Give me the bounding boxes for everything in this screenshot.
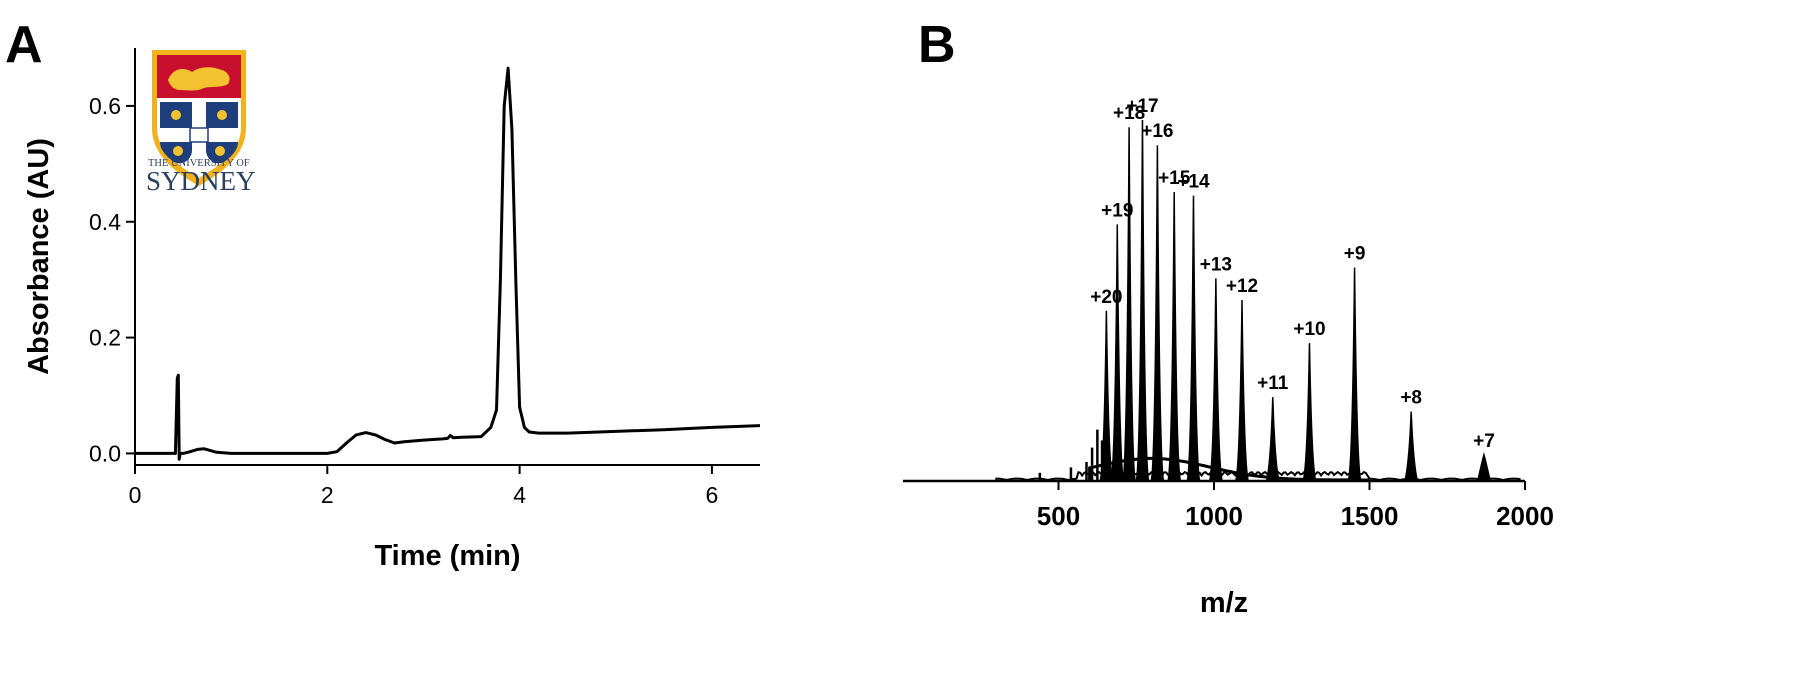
charge-state-label: +20: [1090, 287, 1122, 308]
charge-state-peak: [1186, 195, 1201, 481]
y-tick-label: 0.0: [89, 440, 121, 466]
charge-state-peak: [1477, 451, 1491, 481]
charge-state-peak: [1347, 267, 1362, 481]
panel-a-letter: A: [5, 16, 43, 74]
charge-state-peak: [1302, 343, 1317, 481]
charge-state-peak: [1266, 397, 1280, 481]
charge-state-label: +9: [1344, 244, 1366, 265]
logo-text-line1: THE UNIVERSITY OF: [148, 158, 250, 169]
charge-state-label: +10: [1293, 319, 1325, 340]
charge-state-label: +11: [1257, 373, 1289, 394]
x-tick-label: 2: [321, 482, 334, 508]
mass-spectrum-chart: 500 1000 1500 2000 +20 +19 +18+17 +16 +15+14 +13…: [903, 96, 1554, 619]
baseline-noise: [995, 470, 1521, 481]
x-tick-label: 0: [129, 482, 142, 508]
charge-state-label: +18: [1113, 103, 1145, 124]
charge-state-label: +19: [1101, 200, 1133, 221]
charge-state-peak: [1209, 278, 1223, 481]
mass-spectrum-peaks: [995, 119, 1521, 482]
mass-spectrum-ticks: 500 1000 1500 2000: [1037, 481, 1554, 531]
x-tick-label: 1000: [1185, 501, 1243, 531]
star-icon: [215, 146, 225, 156]
x-tick-label: 1500: [1341, 501, 1399, 531]
chromatogram-y-axis-title: Absorbance (AU): [23, 138, 55, 375]
university-of-sydney-logo: THE UNIVERSITY OF SYDNEY: [146, 50, 256, 196]
star-icon: [171, 110, 181, 120]
chromatogram-x-axis-title: Time (min): [374, 540, 520, 572]
charge-state-peak: [1110, 224, 1125, 481]
charge-state-peak: [1099, 310, 1114, 481]
chromatogram-chart: 0 2 4 6 0.0 0.2 0.4 0.6 Time (min) Absorbance (…: [23, 48, 761, 572]
charge-state-peak: [1167, 191, 1181, 481]
book-icon: [189, 127, 209, 143]
charge-state-label: +16: [1141, 121, 1173, 142]
y-tick-label: 0.4: [89, 209, 121, 235]
chromatogram-trace: [135, 66, 761, 461]
charge-state-label: +12: [1226, 276, 1258, 297]
mass-spectrum-charge-labels: +20 +19 +18+17 +16 +15+14 +13+12 +11 +10 +9 +8 +7: [1090, 96, 1495, 452]
y-tick-label: 0.2: [89, 325, 121, 351]
charge-state-peak: [1235, 299, 1249, 481]
mass-spectrum-x-axis-title: m/z: [1200, 587, 1248, 619]
charge-state-label: +17: [1126, 96, 1158, 117]
charge-state-peak: [1135, 119, 1150, 481]
x-tick-label: 6: [706, 482, 719, 508]
x-tick-label: 4: [513, 482, 526, 508]
charge-state-label: +15: [1158, 168, 1191, 189]
charge-state-label: +13: [1200, 254, 1232, 275]
chromatogram-ticks: 0 2 4 6 0.0 0.2 0.4 0.6: [89, 93, 718, 508]
logo-text-line2: SYDNEY: [146, 166, 256, 196]
charge-state-label: +8: [1400, 388, 1422, 409]
charge-state-peak: [1150, 145, 1165, 481]
star-icon: [217, 110, 227, 120]
lion-icon: [168, 67, 230, 91]
x-tick-label: 500: [1037, 501, 1080, 531]
charge-state-peak: [1404, 411, 1418, 481]
panel-b-letter: B: [918, 16, 956, 74]
chromatogram-axes: [134, 48, 760, 466]
star-icon: [173, 146, 183, 156]
charge-state-label: +14: [1177, 172, 1210, 193]
charge-state-label: +7: [1473, 431, 1495, 452]
x-tick-label: 2000: [1496, 501, 1554, 531]
y-tick-label: 0.6: [89, 93, 121, 119]
charge-state-peak: [1122, 127, 1136, 481]
